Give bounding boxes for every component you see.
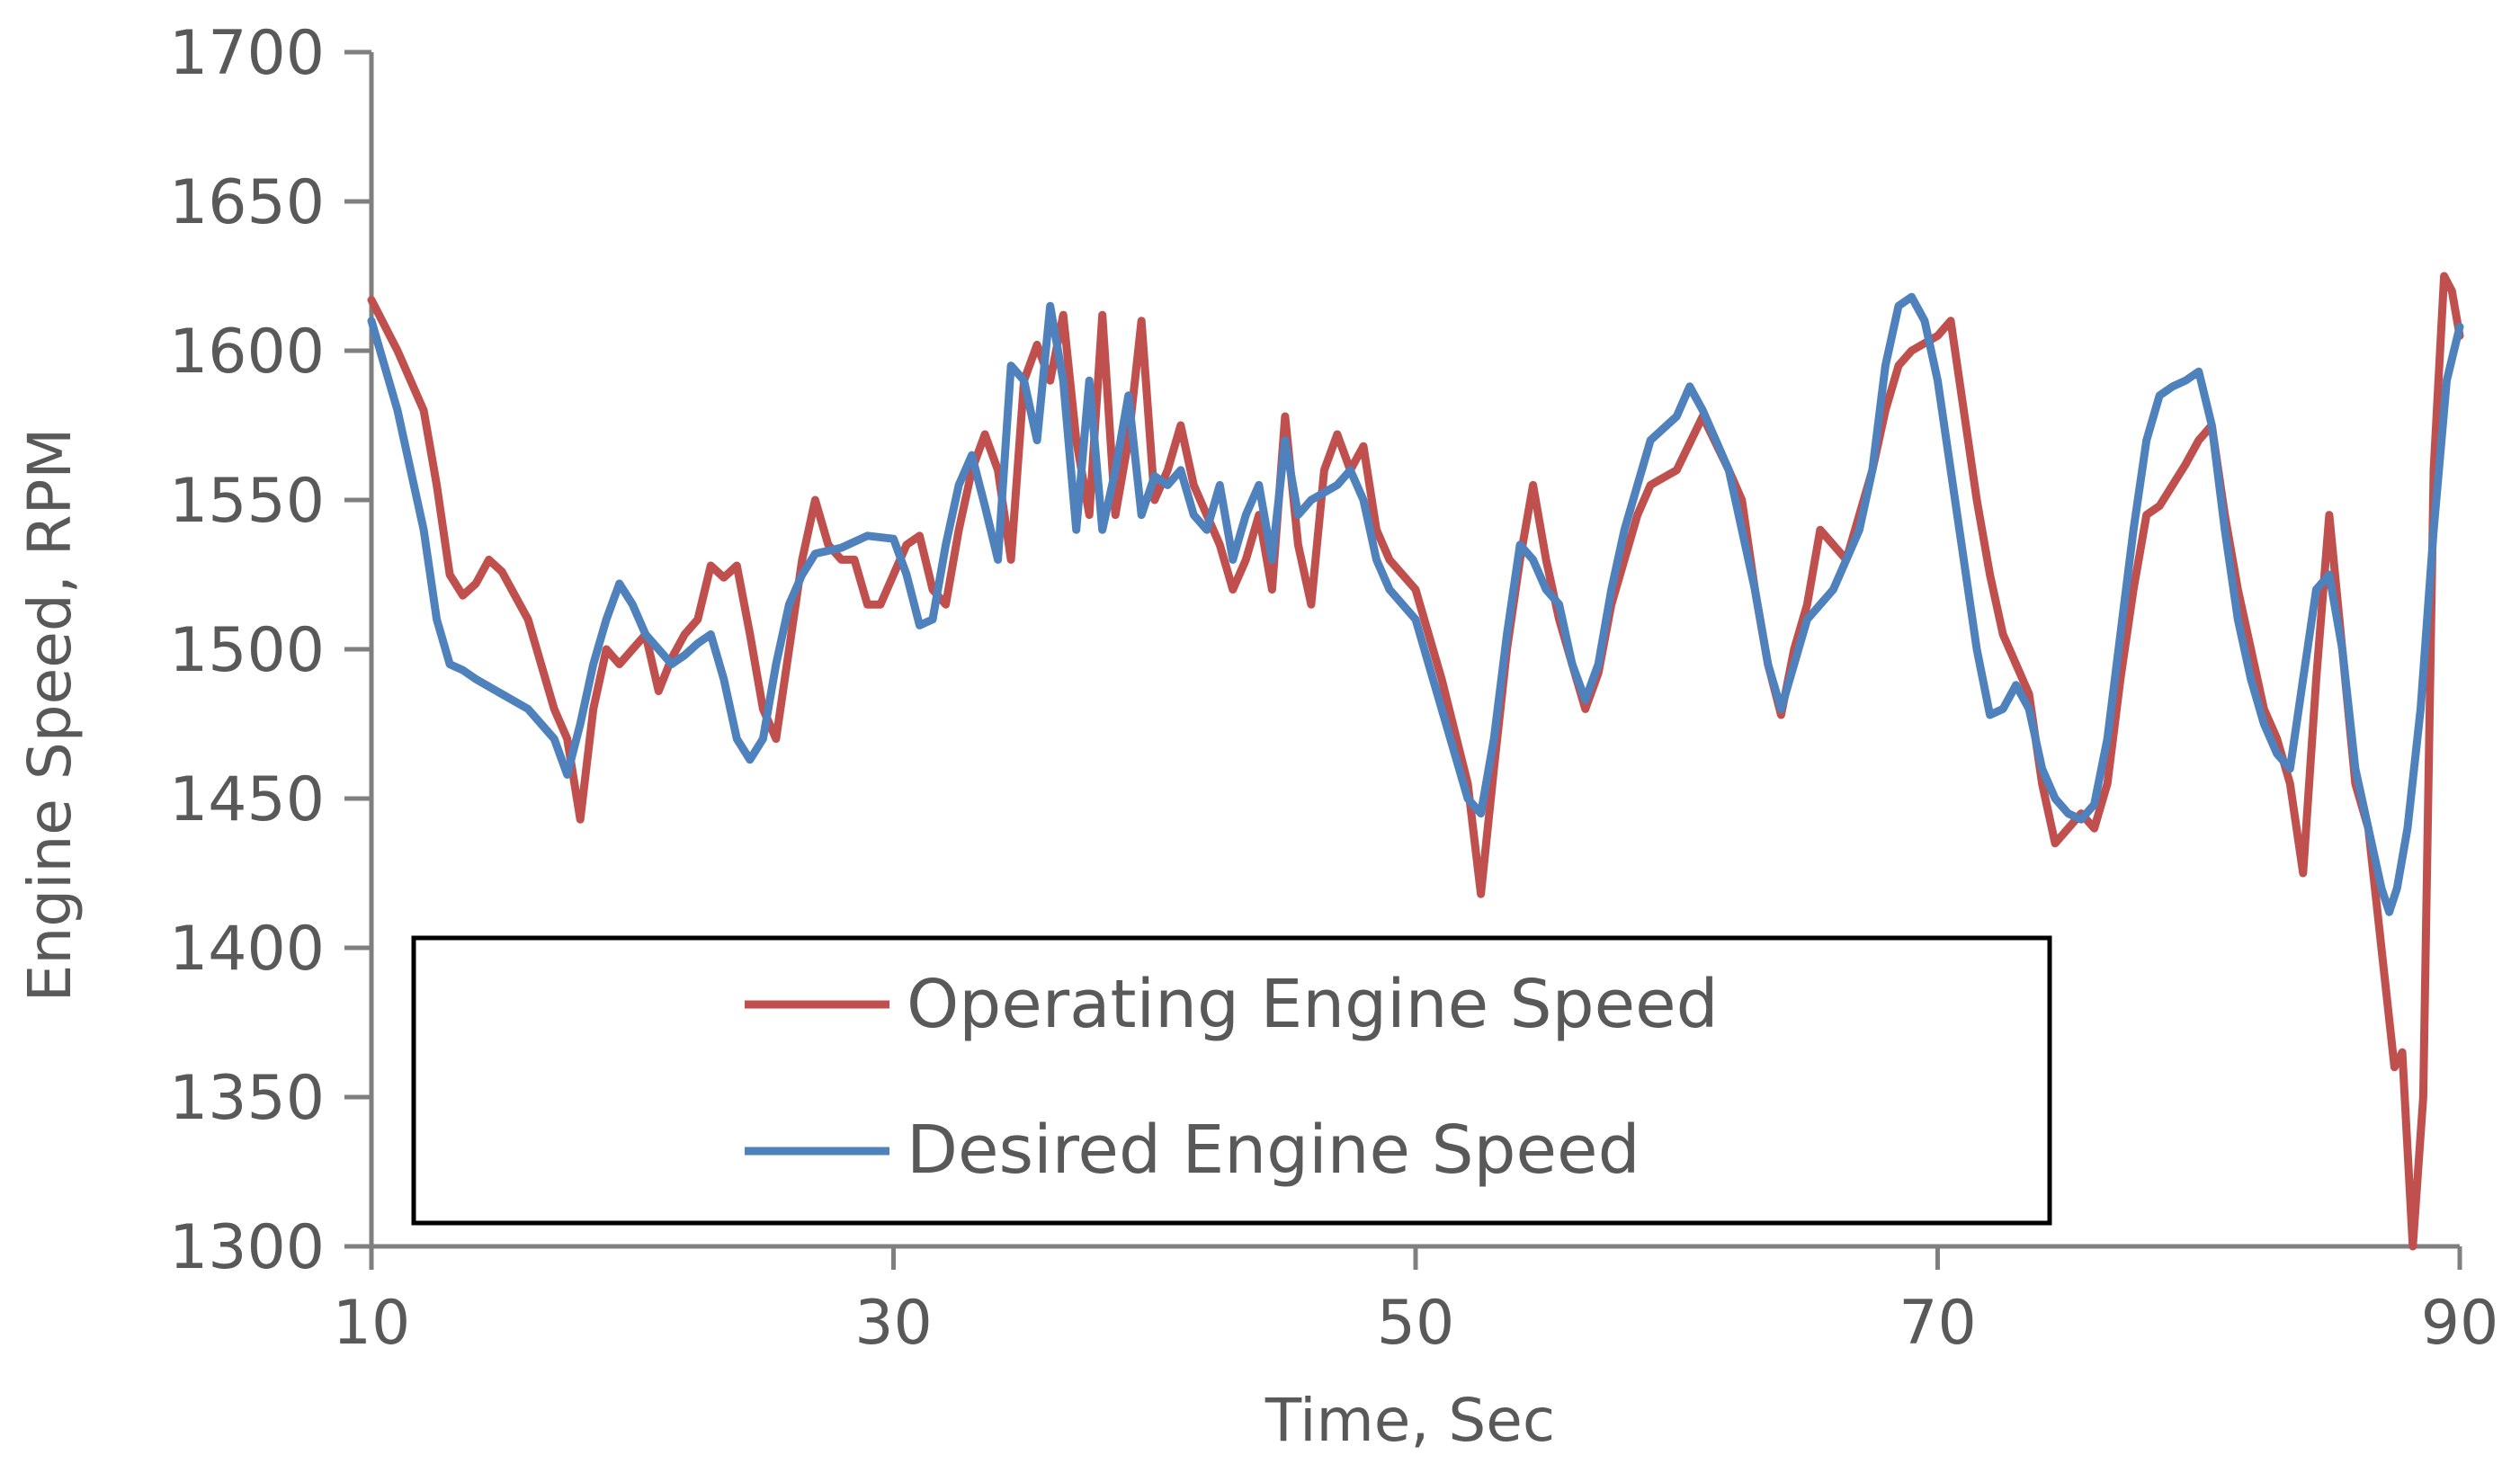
series-line-desired: [367, 292, 2464, 916]
x-tick-label: 30: [854, 1288, 933, 1359]
y-tick-label: 1550: [169, 466, 325, 537]
y-axis-title: Engine Speed, RPM: [15, 428, 85, 1003]
x-tick-label: 10: [333, 1288, 411, 1359]
plot-area: 1300 1350 1400 1450 1500 1550 1600 1650 1700 10 3…: [169, 18, 2498, 1359]
y-tick-label: 1450: [169, 764, 325, 835]
y-axis-ticks: 1300 1350 1400 1450 1500 1550 1600 1650 1700: [169, 18, 371, 1283]
legend-box: [411, 935, 2052, 1226]
y-tick-label: 1700: [169, 18, 325, 89]
x-tick-label: 90: [2421, 1288, 2499, 1359]
x-tick-label: 70: [1899, 1288, 1977, 1359]
series-layer: [367, 272, 2464, 1251]
x-axis-ticks: 10 30 50 70 90: [333, 1246, 2499, 1359]
x-tick-label: 50: [1377, 1288, 1455, 1359]
y-tick-label: 1350: [169, 1063, 325, 1134]
y-tick-label: 1650: [169, 167, 325, 238]
y-tick-label: 1300: [169, 1212, 325, 1283]
legend: Operating Engine Speed Desired Engine Sp…: [411, 935, 2052, 1226]
y-tick-label: 1600: [169, 317, 325, 388]
y-tick-label: 1500: [169, 615, 325, 686]
y-tick-label: 1400: [169, 914, 325, 985]
legend-label-desired: Desired Engine Speed: [907, 1111, 1640, 1189]
legend-label-operating: Operating Engine Speed: [907, 966, 1719, 1043]
series-line-operating: [367, 272, 2464, 1251]
x-axis-title: Time, Sec: [1264, 1386, 1555, 1455]
